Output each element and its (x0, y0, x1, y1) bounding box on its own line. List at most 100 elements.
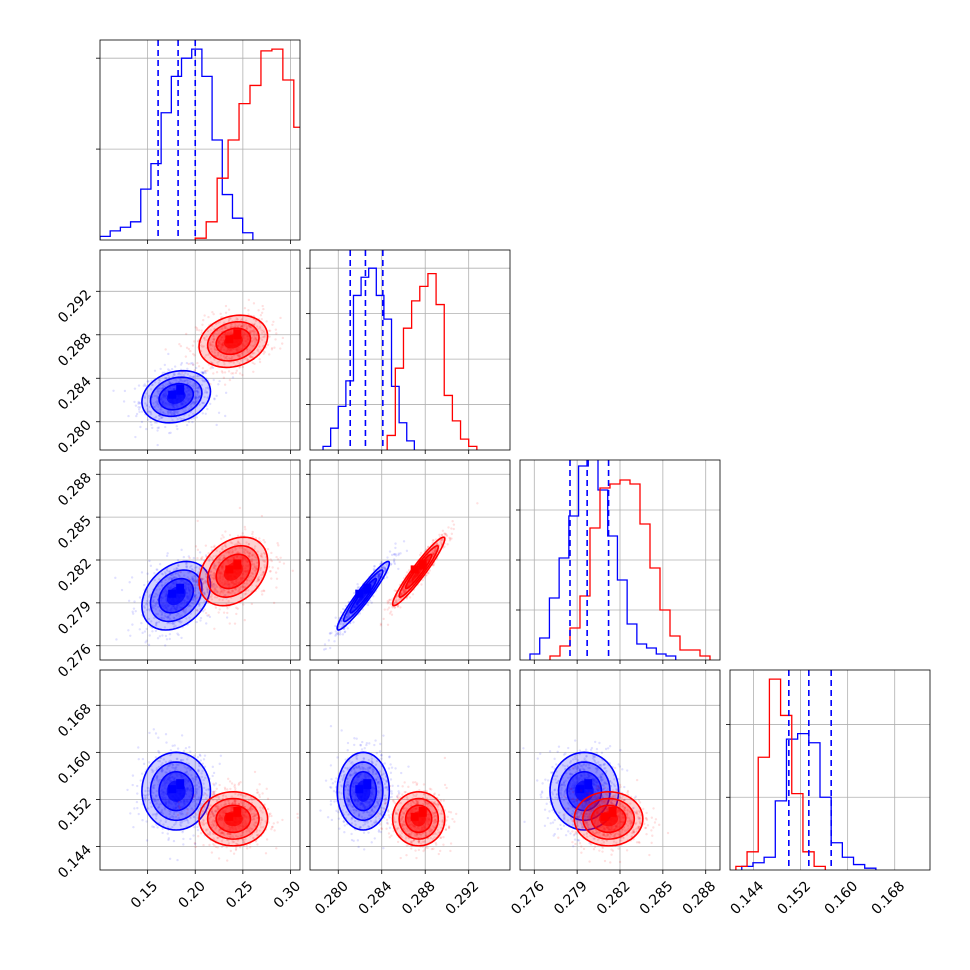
density-peak (233, 559, 242, 570)
contour-line (141, 369, 212, 424)
density-peak (608, 806, 617, 817)
contour-line (141, 751, 212, 831)
blue-histogram (529, 460, 677, 660)
scatter-panel-2-1 (306, 459, 511, 664)
contour-line (206, 320, 260, 362)
scatter-panel-3-1 (306, 669, 511, 874)
contour-line (158, 577, 195, 614)
panel-frame (99, 39, 301, 241)
y-tick-label: 0.284 (55, 374, 95, 414)
density-peak (233, 806, 242, 817)
density-peak (418, 559, 427, 570)
contour-line (215, 553, 252, 590)
x-tick-label: 0.144 (727, 878, 767, 918)
x-tick-label: 0.25 (223, 878, 256, 911)
contour-line (391, 790, 446, 847)
x-tick-label: 0.292 (443, 878, 483, 918)
y-tick-label: 0.280 (55, 417, 95, 457)
red-histogram (549, 479, 711, 660)
x-tick-label: 0.279 (551, 878, 591, 918)
y-tick-label: 0.288 (55, 470, 95, 510)
contour-line (206, 797, 260, 840)
contour-line (590, 804, 627, 834)
x-tick-label: 0.285 (637, 878, 677, 918)
y-tick-label: 0.144 (55, 842, 95, 882)
y-tick-label: 0.160 (55, 748, 95, 788)
density-peak (225, 812, 234, 821)
blue-histogram (741, 732, 877, 870)
contour-line (573, 790, 644, 847)
contour-line (342, 569, 384, 623)
density-peak (168, 390, 177, 399)
x-tick-label: 0.288 (680, 878, 720, 918)
y-tick-label: 0.168 (55, 701, 95, 741)
hist-panel-1 (306, 249, 511, 454)
hist-panel-0 (96, 39, 301, 244)
contour-line (349, 770, 378, 812)
hist-panel-3 (726, 669, 931, 871)
contour-line (141, 560, 212, 631)
contour-line (158, 770, 195, 812)
red-histogram (194, 48, 300, 240)
contour-line (342, 761, 384, 822)
density-peak (576, 785, 585, 794)
density-peak (418, 806, 427, 817)
hist-panel-2 (516, 459, 721, 664)
scatter-panel-1-0 (96, 249, 301, 454)
contour-line (391, 536, 446, 607)
density-peak (176, 779, 185, 790)
density-peak (225, 565, 234, 574)
x-tick-label: 0.276 (508, 878, 548, 918)
x-tick-label: 0.160 (822, 878, 862, 918)
density-peak (584, 779, 593, 790)
contour-line (149, 376, 203, 418)
x-tick-label: 0.30 (271, 878, 304, 911)
scatter-panel-3-0 (96, 669, 301, 874)
y-tick-label: 0.279 (55, 598, 95, 638)
density-peak (363, 583, 372, 594)
y-tick-label: 0.292 (55, 287, 95, 327)
panel-frame (729, 669, 931, 871)
red-histogram (386, 272, 478, 450)
x-tick-label: 0.20 (175, 878, 208, 911)
density-peak (363, 779, 372, 790)
x-tick-label: 0.284 (356, 878, 396, 918)
density-peak (600, 812, 609, 821)
x-tick-label: 0.15 (128, 878, 161, 911)
x-tick-label: 0.152 (775, 878, 815, 918)
scatter-panel-2-0 (96, 459, 301, 664)
density-peak (410, 565, 419, 574)
density-peak (355, 785, 364, 794)
panel-frame (99, 249, 301, 451)
density-peak (410, 812, 419, 821)
scatter-panel-3-2 (516, 669, 721, 874)
density-peak (168, 785, 177, 794)
red-histogram (735, 678, 826, 870)
contour-line (398, 797, 440, 840)
contour-line (215, 804, 252, 834)
y-tick-label: 0.288 (55, 330, 95, 370)
x-tick-label: 0.282 (594, 878, 634, 918)
density-peak (168, 589, 177, 598)
contour-line (398, 544, 440, 598)
contour-line (149, 761, 203, 822)
blue-histogram (322, 267, 415, 450)
y-tick-label: 0.152 (55, 795, 95, 835)
x-tick-label: 0.168 (869, 878, 909, 918)
x-tick-label: 0.288 (399, 878, 439, 918)
blue-histogram (100, 48, 254, 240)
contour-line (198, 536, 269, 607)
y-tick-label: 0.282 (55, 556, 95, 596)
contour-line (336, 751, 391, 831)
density-peak (355, 589, 364, 598)
y-tick-label: 0.285 (55, 513, 95, 553)
contour-line (582, 797, 636, 840)
contour-line (566, 770, 603, 812)
contour-line (149, 569, 203, 623)
density-peak (225, 335, 234, 344)
contour-line (336, 560, 391, 631)
contour-line (158, 382, 195, 411)
contour-line (206, 544, 260, 598)
contour-line (198, 790, 269, 847)
